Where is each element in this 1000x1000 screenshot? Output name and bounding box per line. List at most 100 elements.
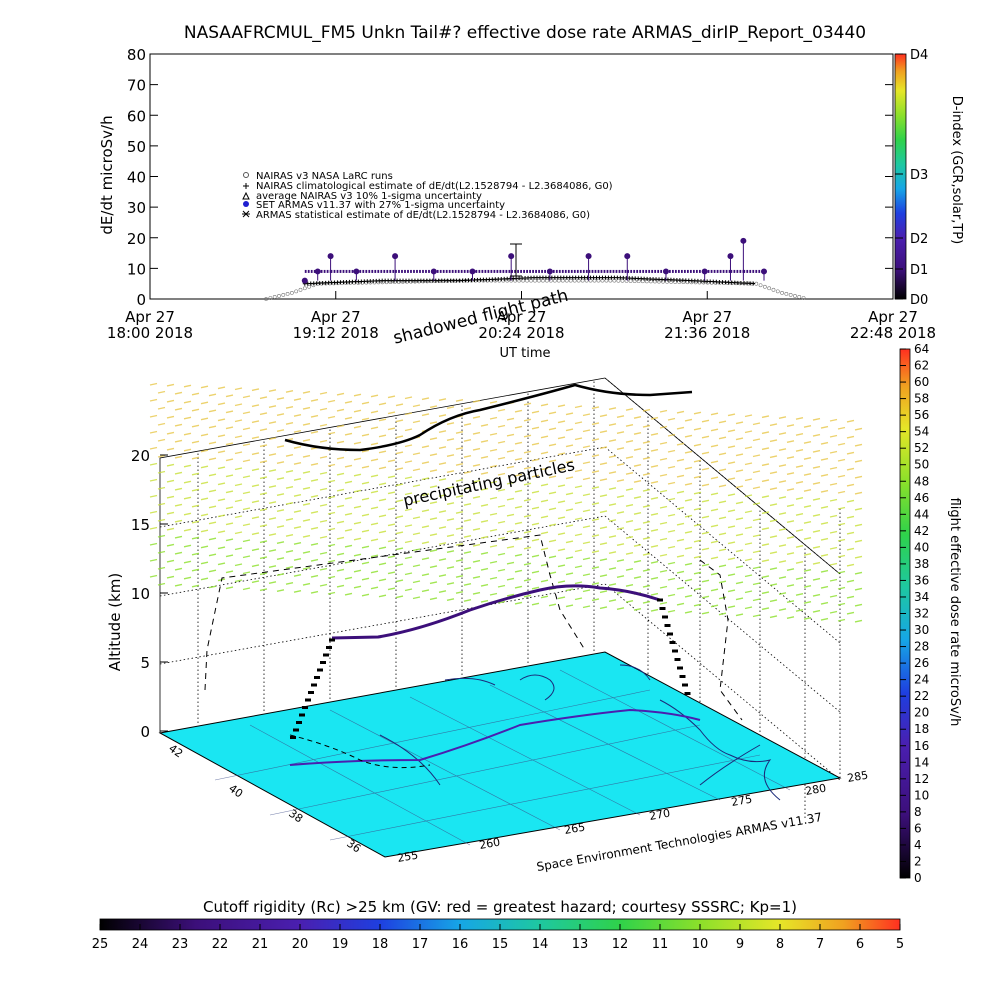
particle-streak: [591, 438, 600, 442]
particle-streak: [404, 476, 413, 480]
particle-streak: [514, 425, 523, 429]
particle-streak: [327, 399, 336, 403]
particle-streak: [217, 386, 226, 390]
cutoff-tick-label: 11: [652, 937, 669, 952]
nairas-point: [771, 287, 776, 292]
particle-streak: [166, 479, 175, 483]
particle-streak: [786, 456, 795, 459]
particle-streak: [157, 406, 166, 410]
particle-streak: [701, 563, 710, 567]
particle-streak: [191, 520, 200, 524]
particle-streak: [676, 426, 685, 430]
particle-streak: [633, 528, 642, 531]
particle-streak: [429, 437, 438, 441]
particle-streak: [361, 449, 370, 453]
particle-streak: [735, 549, 744, 553]
particle-streak: [829, 562, 838, 566]
particle-streak: [650, 464, 659, 468]
nairas-point: [268, 296, 273, 300]
particle-streak: [803, 505, 812, 508]
particle-streak: [174, 519, 183, 523]
particle-streak: [404, 444, 413, 448]
particle-streak: [701, 531, 710, 535]
particle-streak: [208, 425, 217, 429]
particle-streak: [667, 465, 676, 469]
dose-tick-label: 18: [914, 722, 929, 736]
particle-streak: [463, 471, 472, 474]
particle-streak: [506, 417, 515, 421]
particle-streak: [344, 512, 353, 516]
particle-streak: [251, 548, 260, 552]
particle-streak: [693, 571, 702, 575]
particle-streak: [421, 461, 430, 465]
particle-streak: [523, 450, 532, 454]
particle-streak: [718, 468, 727, 472]
particle-streak: [616, 511, 625, 514]
particle-streak: [293, 462, 302, 465]
particle-streak: [200, 545, 209, 549]
particle-streak: [387, 475, 396, 479]
cutoff-tick-label: 18: [372, 937, 389, 952]
particle-streak: [676, 538, 685, 542]
particle-streak: [735, 517, 744, 521]
particle-streak: [540, 419, 549, 423]
particle-streak: [174, 535, 183, 539]
particle-streak: [667, 449, 676, 453]
d-tick-label: D0: [910, 293, 928, 308]
particle-streak: [191, 568, 200, 572]
particle-streak: [769, 567, 778, 571]
particle-streak: [735, 485, 744, 489]
particle-streak: [412, 532, 421, 536]
nairas-point: [713, 280, 718, 285]
particle-streak: [361, 577, 370, 581]
particle-streak: [259, 460, 268, 464]
particle-streak: [820, 505, 829, 509]
particle-streak: [574, 485, 583, 489]
cutoff-tick-label: 16: [452, 937, 469, 952]
particle-streak: [310, 590, 319, 594]
particle-streak: [625, 440, 634, 443]
particle-streak: [404, 492, 413, 496]
particle-streak: [234, 499, 243, 503]
particle-streak: [455, 447, 464, 450]
particle-streak: [616, 415, 625, 418]
particle-streak: [395, 483, 404, 487]
particle-streak: [438, 542, 447, 545]
particle-streak: [582, 445, 591, 449]
particle-streak: [157, 470, 166, 474]
particle-streak: [149, 430, 158, 434]
particle-streak: [259, 444, 268, 448]
particle-streak: [472, 511, 481, 515]
particle-streak: [344, 544, 353, 548]
particle-streak: [183, 400, 192, 404]
particle-streak: [361, 417, 370, 421]
particle-streak: [480, 599, 489, 603]
particle-streak: [812, 593, 821, 597]
particle-streak: [506, 481, 515, 485]
particle-streak: [472, 399, 481, 403]
particle-streak: [174, 487, 183, 491]
particle-streak: [327, 559, 336, 563]
particle-streak: [421, 589, 430, 593]
particle-streak: [616, 607, 625, 610]
particle-streak: [693, 491, 702, 495]
particle-streak: [752, 502, 761, 506]
set-armas-point: [327, 253, 334, 260]
particle-streak: [786, 600, 795, 603]
particle-streak: [744, 478, 753, 482]
particle-streak: [276, 509, 285, 512]
particle-streak: [701, 483, 710, 487]
particle-streak: [404, 540, 413, 544]
particle-streak: [412, 404, 421, 408]
particle-streak: [183, 576, 192, 580]
particle-streak: [540, 515, 549, 519]
particle-streak: [523, 418, 532, 422]
particle-streak: [242, 427, 251, 431]
dose-rate-label: flight effective dose rate microSv/h: [947, 498, 962, 727]
z-tick-label: 0: [140, 723, 150, 741]
particle-streak: [676, 522, 685, 526]
set-armas-point: [508, 253, 515, 260]
particle-streak: [803, 617, 812, 620]
particle-streak: [370, 506, 379, 510]
particle-streak: [582, 541, 591, 545]
